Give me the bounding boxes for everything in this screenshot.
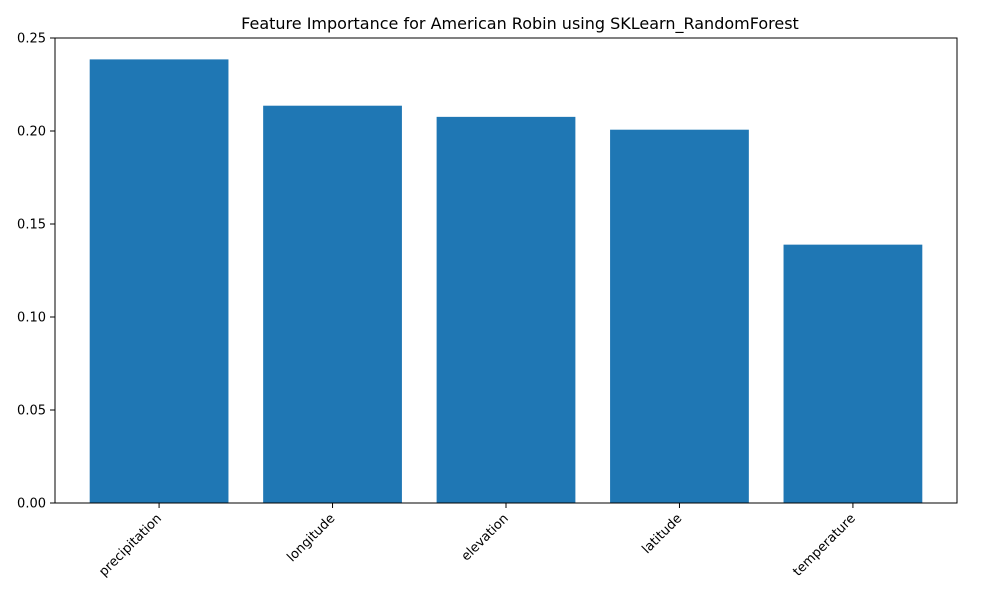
x-tick-label-latitude: latitude xyxy=(639,511,685,557)
bar-latitude xyxy=(610,129,749,503)
y-tick-label: 0.10 xyxy=(17,311,46,326)
x-tick-label-temperature: temperature xyxy=(790,511,858,579)
bars-group xyxy=(89,59,923,503)
y-tick-label: 0.05 xyxy=(17,404,46,419)
x-tick-label-longitude: longitude xyxy=(284,511,338,565)
x-axis-ticks: precipitation longitude elevation latitude t… xyxy=(96,503,859,580)
bar-elevation xyxy=(436,116,576,503)
y-tick-label: 0.25 xyxy=(17,32,46,47)
bar-longitude xyxy=(263,105,402,503)
y-axis-ticks: 0.00 0.05 0.10 0.15 0.20 0.25 xyxy=(17,32,55,512)
y-tick-label: 0.00 xyxy=(17,497,46,512)
bar-precipitation xyxy=(89,59,229,503)
y-tick-label: 0.15 xyxy=(17,218,46,233)
chart-title: Feature Importance for American Robin us… xyxy=(241,14,799,34)
x-tick-label-precipitation: precipitation xyxy=(96,511,165,580)
x-tick-label-elevation: elevation xyxy=(459,511,512,564)
plot-area-frame xyxy=(54,37,958,504)
bar-temperature xyxy=(783,244,923,503)
y-tick-label: 0.20 xyxy=(17,125,46,140)
